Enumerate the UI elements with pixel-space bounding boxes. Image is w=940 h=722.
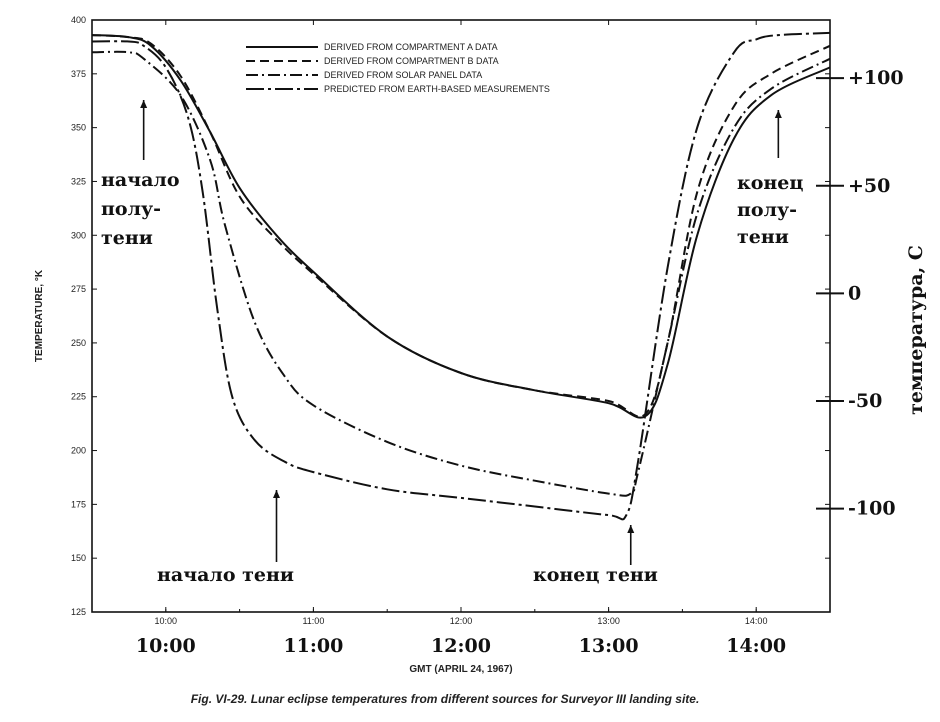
- penumbra-end-label: конец: [737, 172, 803, 194]
- left-tick-label: 200: [71, 446, 86, 456]
- left-tick-label: 150: [71, 553, 86, 563]
- right-y-axis-label: температура, С: [905, 245, 927, 415]
- right-tick-label: 0: [848, 282, 861, 304]
- left-tick-label: 400: [71, 15, 86, 25]
- legend: DERIVED FROM COMPARTMENT A DATA DERIVED F…: [246, 42, 550, 94]
- umbra-end-arrow-head: [627, 525, 635, 533]
- right-tick-label: -50: [848, 390, 882, 412]
- x-tick-label-small: 14:00: [745, 616, 768, 626]
- penumbra-start-arrow-head: [140, 100, 148, 108]
- legend-label-3: DERIVED FROM SOLAR PANEL DATA: [324, 70, 482, 80]
- x-tick-label-small: 13:00: [597, 616, 620, 626]
- x-tick-label-big: 10:00: [136, 635, 196, 657]
- series-line-3: [91, 50, 831, 497]
- legend-label-2: DERIVED FROM COMPARTMENT B DATA: [324, 56, 499, 66]
- left-tick-label: 125: [71, 607, 86, 617]
- penumbra-end-arrow-head: [774, 110, 782, 118]
- x-tick-label-small: 10:00: [155, 616, 178, 626]
- series-line-2: [91, 34, 831, 418]
- penumbra-end-label: полу-: [737, 199, 797, 221]
- x-tick-label-big: 12:00: [431, 635, 491, 657]
- left-tick-label: 325: [71, 176, 86, 186]
- series-lines: [91, 31, 831, 521]
- right-tick-label: +50: [848, 175, 890, 197]
- left-y-axis-label: TEMPERATURE, °K: [34, 269, 45, 362]
- left-tick-label: 375: [71, 69, 86, 79]
- x-axis-label: GMT (APRIL 24, 1967): [409, 664, 512, 675]
- x-tick-label-big: 13:00: [579, 635, 639, 657]
- umbra-end-label: конец тени: [533, 564, 658, 586]
- left-tick-label: 175: [71, 499, 86, 509]
- figure-caption: Fig. VI-29. Lunar eclipse temperatures f…: [191, 692, 700, 706]
- plot-frame: [91, 19, 831, 613]
- left-tick-label: 275: [71, 284, 86, 294]
- x-ticks-small: 10:00 11:00 12:00 13:00 14:00: [91, 20, 831, 626]
- umbra-start-label: начало тени: [157, 564, 294, 586]
- penumbra-start-label: тени: [101, 227, 153, 249]
- series-line-1: [91, 34, 831, 419]
- right-tick-label: +100: [848, 67, 904, 89]
- penumbra-end-label: тени: [737, 226, 789, 248]
- left-tick-label: 250: [71, 338, 86, 348]
- right-y-ticks: +100 +50 0 -50 -100: [816, 19, 904, 613]
- x-tick-label-big: 14:00: [726, 635, 786, 657]
- right-tick-label: -100: [848, 498, 896, 520]
- left-tick-label: 300: [71, 230, 86, 240]
- x-tick-label-small: 12:00: [450, 616, 473, 626]
- umbra-start-arrow-head: [273, 490, 280, 498]
- legend-label-1: DERIVED FROM COMPARTMENT A DATA: [324, 42, 498, 52]
- penumbra-start-label: начало: [101, 169, 180, 191]
- left-tick-label: 350: [71, 123, 86, 133]
- series-line-4: [91, 31, 831, 521]
- legend-label-4: PREDICTED FROM EARTH-BASED MEASUREMENTS: [324, 84, 550, 94]
- x-tick-label-small: 11:00: [302, 616, 324, 626]
- left-tick-label: 225: [71, 392, 86, 402]
- x-tick-label-big: 11:00: [283, 635, 343, 657]
- penumbra-start-label: полу-: [101, 198, 161, 220]
- left-y-ticks: 400 375 350 325 300 275 250 225 200 175 150 125: [71, 15, 97, 617]
- x-ticks-big: 10:00 11:00 12:00 13:00 14:00: [136, 635, 786, 657]
- annotations: начало полу-тени конец полу-тени начало тени…: [101, 100, 803, 586]
